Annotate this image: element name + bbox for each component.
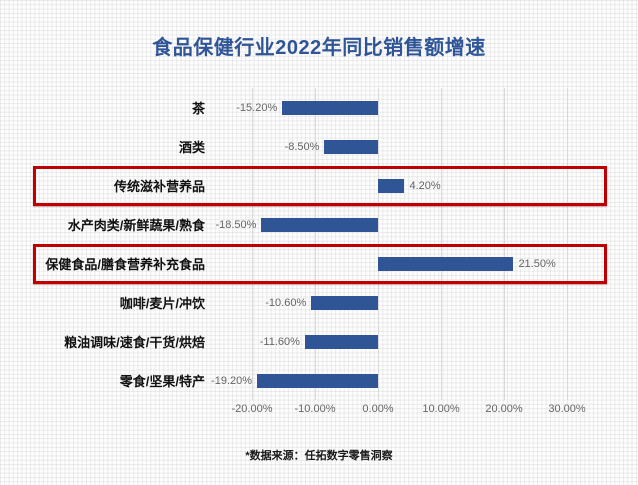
- value-label: -8.50%: [284, 140, 320, 153]
- value-label: 21.50%: [518, 257, 556, 270]
- category-label: 水产肉类/新鲜蔬果/熟食: [67, 218, 205, 233]
- bar: [324, 139, 378, 154]
- category-label: 咖啡/麦片/冲饮: [119, 296, 205, 311]
- row-plot: -11.60%: [252, 322, 567, 361]
- chart-row: 水产肉类/新鲜蔬果/熟食 -18.50%: [33, 205, 607, 244]
- chart-row: 酒类 -8.50%: [33, 127, 607, 166]
- category-label: 传统滋补营养品: [113, 179, 205, 194]
- value-label: -18.50%: [215, 218, 257, 231]
- bar: [378, 178, 405, 193]
- category-label: 酒类: [178, 140, 205, 155]
- chart-row: 零食/坚果/特产 -19.20%: [33, 361, 607, 400]
- x-tick-label: 0.00%: [362, 403, 394, 415]
- bar: [282, 100, 378, 115]
- bar: [261, 217, 378, 232]
- chart-row: 传统滋补营养品 4.20%: [33, 166, 607, 206]
- row-plot: 21.50%: [252, 244, 567, 283]
- category-label: 粮油调味/速食/干货/烘焙: [64, 335, 205, 350]
- row-plot: -19.20%: [211, 361, 567, 400]
- row-plot: -18.50%: [215, 205, 567, 244]
- bar: [257, 373, 378, 388]
- chart-row: 咖啡/麦片/冲饮 -10.60%: [33, 283, 607, 322]
- value-label: -11.60%: [259, 335, 300, 348]
- x-tick-label: 10.00%: [422, 403, 460, 415]
- value-label: -10.60%: [265, 296, 307, 309]
- data-source-note: *数据来源：任拓数字零售洞察: [245, 450, 393, 462]
- x-tick-label: -10.00%: [294, 403, 336, 415]
- bar: [304, 334, 378, 349]
- value-label: -15.20%: [236, 101, 278, 114]
- value-label: 4.20%: [409, 179, 441, 192]
- row-plot: 4.20%: [252, 166, 567, 205]
- chart-row: 茶 -15.20%: [33, 88, 607, 127]
- chart-rows: 茶 -15.20% 酒类 -8.50% 传统滋补营养品 4.20% 水产肉类/新鲜蔬果/熟食…: [33, 88, 607, 400]
- category-label: 茶: [191, 101, 205, 116]
- category-label: 保健食品/膳食营养补充食品: [45, 257, 205, 272]
- value-label: -19.20%: [211, 374, 253, 387]
- x-tick-label: 30.00%: [548, 403, 586, 415]
- x-axis: -20.00% -10.00% 0.00% 10.00% 20.00% 30.00%: [232, 403, 586, 417]
- chart-row: 保健食品/膳食营养补充食品 21.50%: [33, 244, 607, 284]
- chart-title: 食品保健行业2022年同比销售额增速: [152, 37, 486, 59]
- x-tick-label: -20.00%: [231, 403, 273, 415]
- bar: [311, 295, 378, 310]
- category-label: 零食/坚果/特产: [119, 374, 205, 389]
- x-tick-label: 20.00%: [485, 403, 523, 415]
- row-plot: -10.60%: [252, 283, 567, 322]
- bar: [378, 256, 514, 271]
- row-plot: -15.20%: [236, 88, 567, 127]
- chart-row: 粮油调味/速食/干货/烘焙 -11.60%: [33, 322, 607, 361]
- row-plot: -8.50%: [252, 127, 567, 166]
